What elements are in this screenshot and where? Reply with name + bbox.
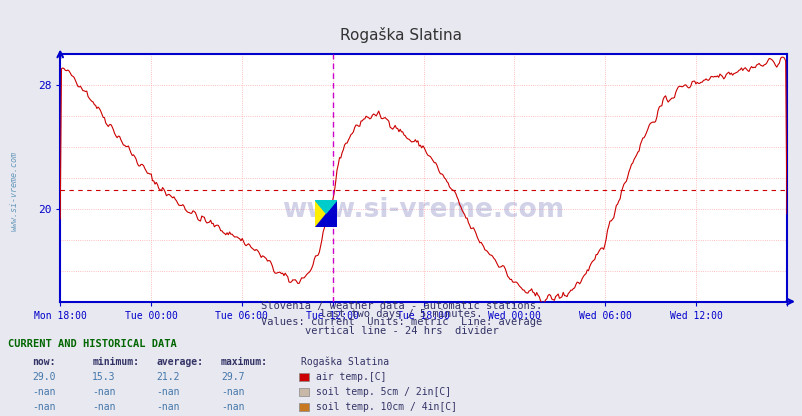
Text: 29.0: 29.0 (32, 372, 55, 382)
Polygon shape (314, 200, 337, 227)
Text: -nan: -nan (92, 387, 115, 397)
Text: www.si-vreme.com: www.si-vreme.com (10, 151, 18, 231)
Text: maximum:: maximum: (221, 357, 268, 367)
Polygon shape (314, 200, 337, 227)
Text: CURRENT AND HISTORICAL DATA: CURRENT AND HISTORICAL DATA (8, 339, 176, 349)
Text: soil temp. 10cm / 4in[C]: soil temp. 10cm / 4in[C] (315, 402, 456, 412)
Text: 15.3: 15.3 (92, 372, 115, 382)
Text: -nan: -nan (32, 402, 55, 412)
Text: Values: current  Units: metric  Line: average: Values: current Units: metric Line: aver… (261, 317, 541, 327)
Text: www.si-vreme.com: www.si-vreme.com (282, 197, 564, 223)
Text: soil temp. 5cm / 2in[C]: soil temp. 5cm / 2in[C] (315, 387, 450, 397)
Text: 29.7: 29.7 (221, 372, 244, 382)
Text: -nan: -nan (156, 387, 180, 397)
Text: Rogaška Slatina: Rogaška Slatina (340, 27, 462, 43)
Text: Rogaška Slatina: Rogaška Slatina (301, 357, 389, 367)
Text: -nan: -nan (221, 387, 244, 397)
Text: -nan: -nan (221, 402, 244, 412)
Text: -nan: -nan (156, 402, 180, 412)
Text: -nan: -nan (32, 387, 55, 397)
Text: minimum:: minimum: (92, 357, 140, 367)
Text: average:: average: (156, 357, 204, 367)
Text: Slovenia / weather data - automatic stations.: Slovenia / weather data - automatic stat… (261, 301, 541, 311)
Text: vertical line - 24 hrs  divider: vertical line - 24 hrs divider (304, 326, 498, 336)
Text: air temp.[C]: air temp.[C] (315, 372, 386, 382)
Text: -nan: -nan (92, 402, 115, 412)
Text: now:: now: (32, 357, 55, 367)
Text: last two days / 5 minutes.: last two days / 5 minutes. (320, 309, 482, 319)
Polygon shape (314, 200, 337, 213)
Text: 21.2: 21.2 (156, 372, 180, 382)
